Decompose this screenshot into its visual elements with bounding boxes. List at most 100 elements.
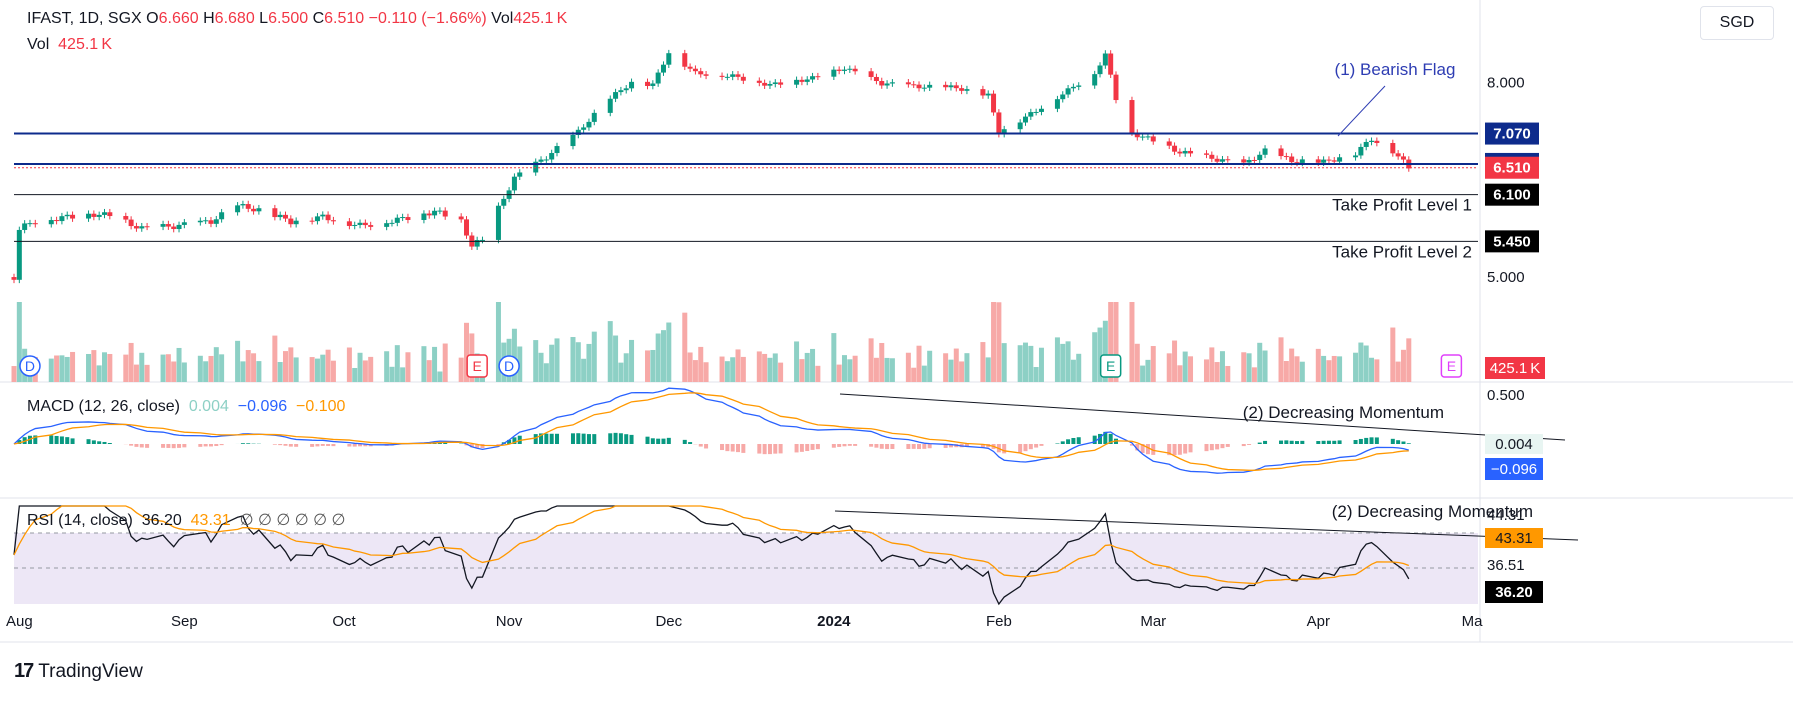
- candle-body: [1316, 159, 1321, 162]
- volume-bar: [608, 321, 613, 382]
- candle-body: [762, 83, 767, 86]
- volume-bar: [443, 344, 448, 382]
- macd-histogram-bar: [1018, 444, 1022, 453]
- volume-bar: [166, 354, 171, 382]
- candle-body: [283, 215, 288, 219]
- currency-button[interactable]: SGD: [1700, 6, 1774, 40]
- volume-bar: [847, 359, 852, 382]
- volume-bar: [1129, 302, 1134, 382]
- candle-body: [1188, 151, 1193, 153]
- macd-histogram-bar: [736, 444, 740, 452]
- macd-histogram-bar: [220, 444, 224, 445]
- candle-body: [842, 70, 847, 71]
- volume-bar: [1374, 359, 1379, 382]
- macd-histogram-bar: [1071, 438, 1075, 444]
- volume-bar: [129, 343, 134, 382]
- volume-bar: [86, 354, 91, 382]
- candle-body: [315, 216, 320, 221]
- macd-trendline: [840, 394, 1565, 440]
- volume-bar: [1055, 337, 1060, 382]
- macd-momentum-label: (2) Decreasing Momentum: [1243, 403, 1444, 422]
- volume-bar: [1151, 346, 1156, 382]
- volume-bar: [310, 357, 315, 382]
- symbol-label[interactable]: IFAST, 1D, SGX: [27, 10, 142, 27]
- candle-body: [948, 85, 953, 87]
- volume-bar: [405, 352, 410, 382]
- x-tick-label: Feb: [986, 613, 1012, 630]
- volume-bar: [911, 368, 916, 382]
- macd-histogram-bar: [331, 444, 335, 446]
- candle-body: [544, 159, 549, 160]
- volume-bar: [294, 357, 299, 382]
- x-tick-label: 2024: [817, 613, 851, 630]
- x-tick-label: Aug: [6, 613, 33, 630]
- macd-histogram-bar: [661, 439, 665, 444]
- volume-bar: [917, 346, 922, 382]
- candle-body: [246, 204, 251, 209]
- volume-bar: [661, 330, 666, 382]
- candle-body: [837, 70, 842, 71]
- volume-bar: [1071, 360, 1076, 382]
- volume-bar: [704, 362, 709, 382]
- volume-bar: [991, 302, 996, 382]
- macd-histogram-bar: [741, 444, 745, 453]
- macd-histogram-bar: [140, 444, 144, 447]
- volume-bar: [437, 372, 442, 382]
- macd-histogram-bar: [198, 444, 202, 447]
- volume-bar: [1028, 346, 1033, 382]
- volume-bar: [208, 356, 213, 382]
- candle-body: [1023, 117, 1028, 123]
- volume-bar: [1225, 366, 1230, 382]
- tradingview-brand[interactable]: 17 TradingView: [14, 660, 143, 683]
- macd-histogram-bar: [1204, 444, 1208, 451]
- volume-bar: [1188, 356, 1193, 382]
- macd-histogram-bar: [294, 444, 298, 447]
- macd-histogram-bar: [1242, 444, 1246, 446]
- candle-body: [1034, 112, 1039, 113]
- volume-bar: [1279, 337, 1284, 382]
- macd-label[interactable]: MACD (12, 26, close): [27, 398, 180, 415]
- candle-body: [917, 85, 922, 89]
- volume-bar: [161, 355, 166, 382]
- volume-bar: [1140, 366, 1145, 382]
- volume-bar: [730, 357, 735, 382]
- change-value: −0.110 (−1.66%): [369, 10, 487, 27]
- x-tick-label: Oct: [332, 613, 356, 630]
- candle-body: [980, 89, 985, 95]
- candle-body: [443, 211, 448, 217]
- macd-histogram-bar: [656, 439, 660, 444]
- volume-bar: [996, 302, 1001, 382]
- candle-body: [1055, 99, 1060, 109]
- volume-bar: [874, 358, 879, 382]
- candle-body: [586, 122, 591, 128]
- volume-label: Vol: [27, 36, 49, 53]
- earnings-event-letter: E: [1447, 358, 1456, 374]
- volume-bar: [288, 347, 293, 382]
- macd-histogram-bar: [582, 434, 586, 444]
- volume-bar: [1060, 344, 1065, 382]
- volume-bar: [1034, 367, 1039, 382]
- candle-body: [1098, 65, 1103, 74]
- candle-body: [911, 84, 916, 85]
- volume-bar: [869, 338, 874, 382]
- rsi-label[interactable]: RSI (14, close): [27, 512, 133, 529]
- candle-body: [1183, 151, 1188, 154]
- dividend-event-letter: D: [504, 358, 514, 374]
- candle-body: [1039, 109, 1044, 112]
- volume-bar: [1247, 353, 1252, 382]
- volume-bar: [549, 345, 554, 382]
- volume-bar: [948, 360, 953, 382]
- macd-histogram-bar: [145, 444, 149, 448]
- macd-histogram-bar: [646, 437, 650, 444]
- candle-body: [65, 215, 70, 216]
- macd-histogram-bar: [1189, 444, 1193, 452]
- candle-body: [1396, 153, 1401, 156]
- candle-body: [161, 224, 166, 227]
- macd-histogram-bar: [811, 444, 815, 450]
- macd-histogram-bar: [1332, 441, 1336, 444]
- candle-body: [123, 216, 128, 220]
- candle-body: [1103, 53, 1108, 65]
- volume-bar: [107, 354, 112, 382]
